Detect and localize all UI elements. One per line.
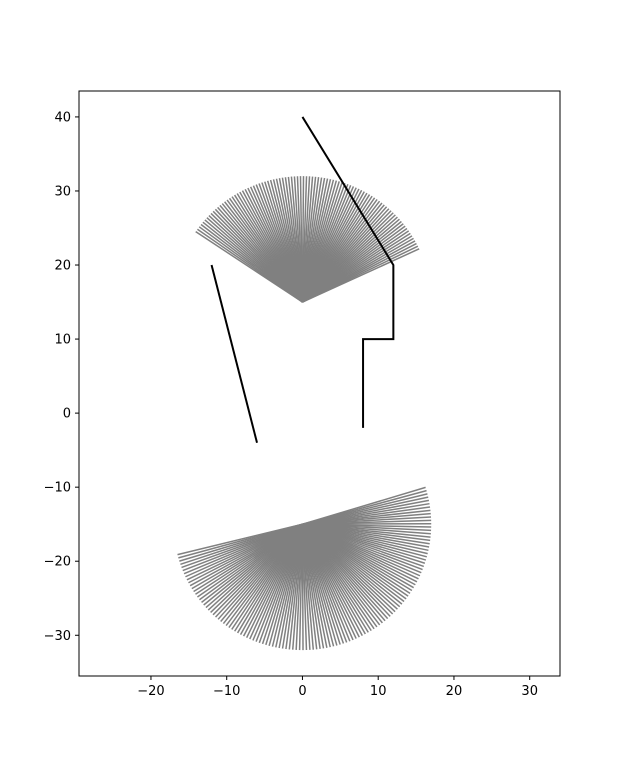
x-tick-label: 30 bbox=[521, 684, 538, 699]
y-tick-label: 0 bbox=[63, 407, 71, 422]
ray-fans bbox=[177, 176, 432, 651]
wall-line bbox=[210, 264, 258, 443]
plot-frame bbox=[78, 90, 561, 677]
y-tick-label: 30 bbox=[54, 184, 71, 199]
ray-line bbox=[195, 231, 303, 303]
x-tick-label: −20 bbox=[137, 684, 164, 699]
ray-fan-1 bbox=[195, 176, 420, 303]
y-axis: −30 −20 −10 0 10 20 30 40 bbox=[44, 110, 79, 644]
y-tick-label: −20 bbox=[44, 555, 71, 570]
ray-fan-2 bbox=[177, 486, 432, 651]
x-tick-label: 20 bbox=[446, 684, 463, 699]
x-tick-label: −10 bbox=[213, 684, 240, 699]
x-tick-label: 0 bbox=[298, 684, 306, 699]
walls bbox=[210, 116, 395, 443]
y-tick-label: 20 bbox=[54, 259, 71, 274]
y-tick-label: 40 bbox=[54, 110, 71, 125]
wall-line bbox=[301, 116, 395, 428]
x-tick-label: 10 bbox=[370, 684, 387, 699]
y-tick-label: 10 bbox=[54, 333, 71, 348]
ray-line bbox=[302, 486, 426, 525]
y-tick-label: −30 bbox=[44, 629, 71, 644]
y-tick-label: −10 bbox=[44, 481, 71, 496]
x-axis: −20 −10 0 10 20 30 bbox=[137, 676, 538, 699]
